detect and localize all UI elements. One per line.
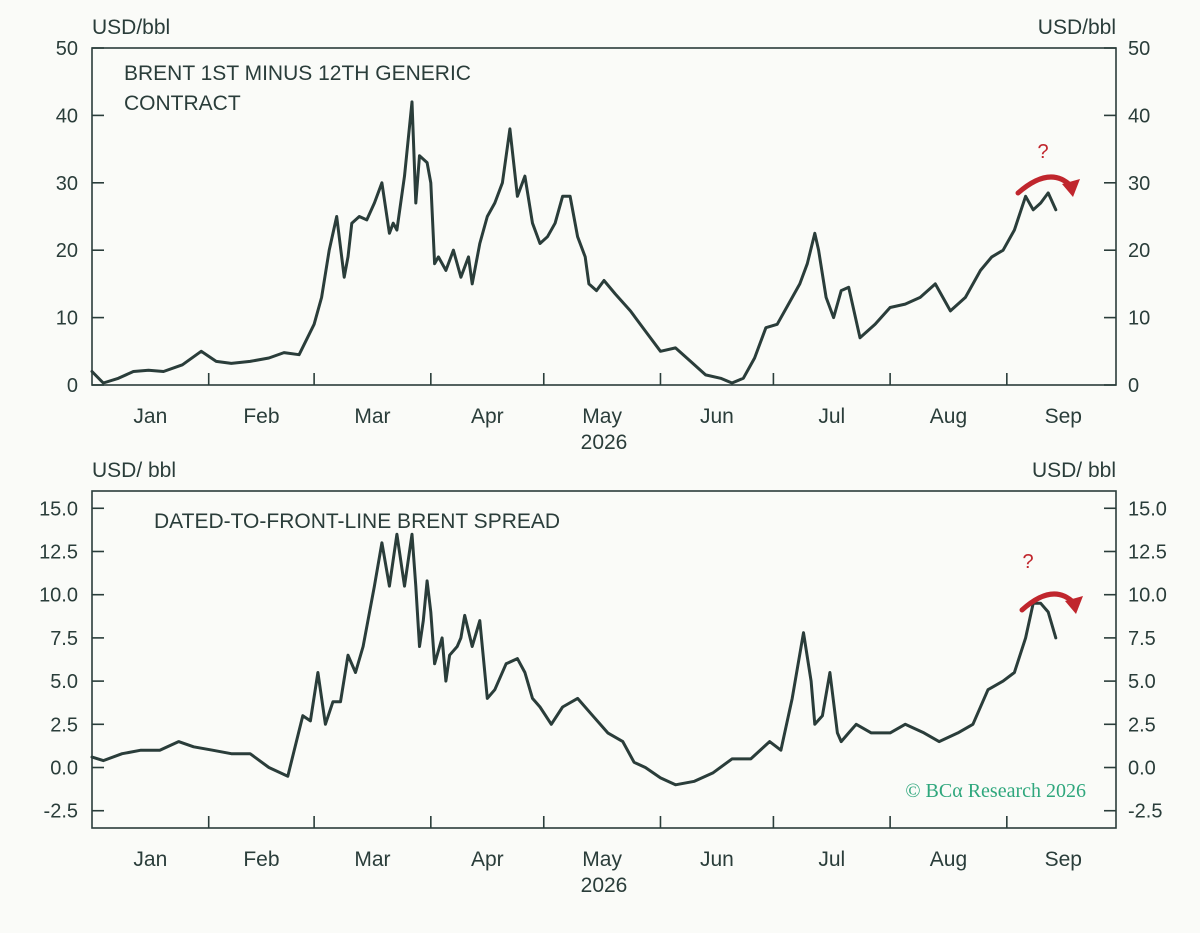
top-month-label: Aug bbox=[930, 405, 967, 428]
bottom-month-label: Feb bbox=[243, 848, 279, 871]
bottom-ytick-label-right: 7.5 bbox=[1128, 628, 1156, 650]
top-ytick-label-left: 0 bbox=[67, 375, 78, 397]
top-month-label: Mar bbox=[354, 405, 390, 428]
top-ytick-label-right: 0 bbox=[1128, 375, 1139, 397]
top-ytick-label-left: 20 bbox=[56, 240, 78, 262]
bottom-ytick-label-left: 7.5 bbox=[50, 628, 78, 650]
top-ytick-label-left: 10 bbox=[56, 308, 78, 330]
bottom-x-axis: Jan Feb Mar Apr May Jun Jul Aug Sep bbox=[133, 816, 1082, 871]
bottom-month-label: Aug bbox=[930, 848, 967, 871]
bottom-ytick-label-right: 15.0 bbox=[1128, 498, 1167, 520]
bottom-plot-frame bbox=[91, 490, 1117, 829]
bottom-month-label: Jul bbox=[818, 848, 845, 871]
bottom-month-label: Jan bbox=[133, 848, 167, 871]
bottom-ylabel-right: USD/ bbl bbox=[1032, 459, 1116, 482]
top-title-line-2: CONTRACT bbox=[124, 92, 241, 115]
top-x-axis: Jan Feb Mar Apr May Jun Jul Aug Sep bbox=[133, 373, 1082, 428]
bottom-ytick-label-right: 10.0 bbox=[1128, 585, 1167, 607]
credit-text: © BCα Research 2026 bbox=[905, 780, 1086, 802]
top-ytick-label-right: 30 bbox=[1128, 173, 1150, 195]
bottom-ytick-label-left: -2.5 bbox=[44, 801, 78, 823]
top-month-label: Apr bbox=[471, 405, 504, 428]
bottom-month-label: Apr bbox=[471, 848, 504, 871]
top-month-label: Jan bbox=[133, 405, 167, 428]
bottom-month-label: Sep bbox=[1045, 848, 1082, 871]
top-plot-frame bbox=[91, 47, 1117, 386]
bottom-ytick-label-right: 5.0 bbox=[1128, 671, 1156, 693]
top-month-label: Sep bbox=[1045, 405, 1082, 428]
top-ytick-label-left: 40 bbox=[56, 105, 78, 127]
bottom-ytick-label-left: 15.0 bbox=[39, 498, 78, 520]
bottom-arrowhead-icon bbox=[1065, 596, 1083, 614]
chart-top: USD/bbl USD/bbl BRENT 1ST MINUS 12TH GEN… bbox=[56, 16, 1151, 454]
top-arrow-icon bbox=[1015, 174, 1074, 196]
top-ytick-label-right: 40 bbox=[1128, 105, 1150, 127]
bottom-month-label: Jun bbox=[700, 848, 734, 871]
top-ytick-label-right: 20 bbox=[1128, 240, 1150, 262]
top-ytick-label-left: 50 bbox=[56, 38, 78, 60]
top-ytick-label-left: 30 bbox=[56, 173, 78, 195]
bottom-question-mark: ? bbox=[1022, 551, 1033, 573]
bottom-ytick-label-left: 2.5 bbox=[50, 714, 78, 736]
top-month-label: Jul bbox=[818, 405, 845, 428]
top-month-label: Jun bbox=[700, 405, 734, 428]
top-question-mark: ? bbox=[1037, 141, 1048, 163]
bottom-ytick-label-left: 0.0 bbox=[50, 758, 78, 780]
bottom-month-label: Mar bbox=[354, 848, 390, 871]
bottom-ytick-label-right: 0.0 bbox=[1128, 758, 1156, 780]
bottom-year-label: 2026 bbox=[581, 874, 628, 897]
chart-bottom: USD/ bbl USD/ bbl DATED-TO-FRONT-LINE BR… bbox=[39, 459, 1167, 897]
top-ytick-label-right: 10 bbox=[1128, 308, 1150, 330]
top-y-axis: 0 0 10 10 20 20 30 30 40 40 50 50 bbox=[56, 38, 1151, 397]
bottom-ytick-label-right: 12.5 bbox=[1128, 541, 1167, 563]
bottom-ytick-label-right: 2.5 bbox=[1128, 714, 1156, 736]
bottom-title: DATED-TO-FRONT-LINE BRENT SPREAD bbox=[154, 510, 560, 533]
top-year-label: 2026 bbox=[581, 431, 628, 454]
bottom-ytick-label-left: 5.0 bbox=[50, 671, 78, 693]
top-arrowhead-icon bbox=[1062, 179, 1080, 197]
top-ylabel-right: USD/bbl bbox=[1038, 16, 1116, 39]
bottom-y-axis: -2.5 -2.5 0.0 0.0 2.5 2.5 5.0 5.0 7.5 7.5 10.0 10.0… bbox=[39, 498, 1167, 822]
top-ylabel-left: USD/bbl bbox=[92, 16, 170, 39]
bottom-ytick-label-left: 10.0 bbox=[39, 585, 78, 607]
bottom-series-line bbox=[90, 532, 1058, 787]
bottom-ytick-label-left: 12.5 bbox=[39, 541, 78, 563]
bottom-ytick-label-right: -2.5 bbox=[1128, 801, 1162, 823]
bottom-arrow-icon bbox=[1019, 591, 1077, 613]
top-ytick-label-right: 50 bbox=[1128, 38, 1150, 60]
bottom-ylabel-left: USD/ bbl bbox=[92, 459, 176, 482]
top-month-label: May bbox=[582, 405, 622, 428]
top-series-line bbox=[90, 100, 1058, 385]
bottom-month-label: May bbox=[582, 848, 622, 871]
top-month-label: Feb bbox=[243, 405, 279, 428]
top-title-line-1: BRENT 1ST MINUS 12TH GENERIC bbox=[124, 62, 471, 85]
